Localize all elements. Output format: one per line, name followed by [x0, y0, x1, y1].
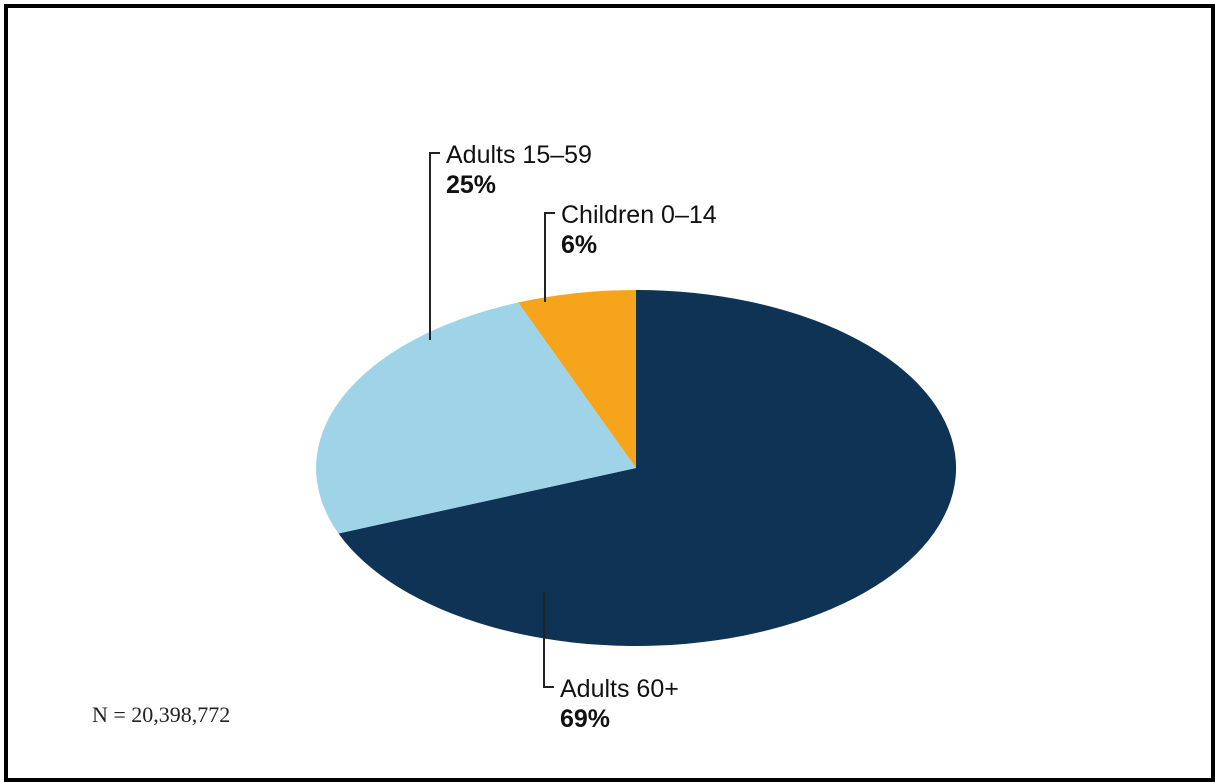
pie-slice-adults-60-plus: [338, 289, 957, 646]
slice-percent-adults-60-plus: 69%: [560, 705, 610, 733]
leader-line-adults-60-plus: [543, 592, 554, 688]
slice-label-adults-60-plus: Adults 60+: [560, 675, 679, 703]
pie-slice-children-0-14: [518, 290, 636, 468]
slice-label-children-0-14: Children 0–14: [561, 201, 717, 229]
slice-percent-adults-15-59: 25%: [446, 171, 496, 199]
slice-percent-children-0-14: 6%: [561, 231, 597, 259]
sample-size-note: N = 20,398,772: [92, 702, 230, 727]
leader-line-adults-15-59: [429, 152, 440, 340]
leader-line-children-0-14: [544, 212, 555, 302]
pie-slice-adults-15-59: [316, 302, 636, 534]
slice-label-adults-15-59: Adults 15–59: [446, 141, 592, 169]
